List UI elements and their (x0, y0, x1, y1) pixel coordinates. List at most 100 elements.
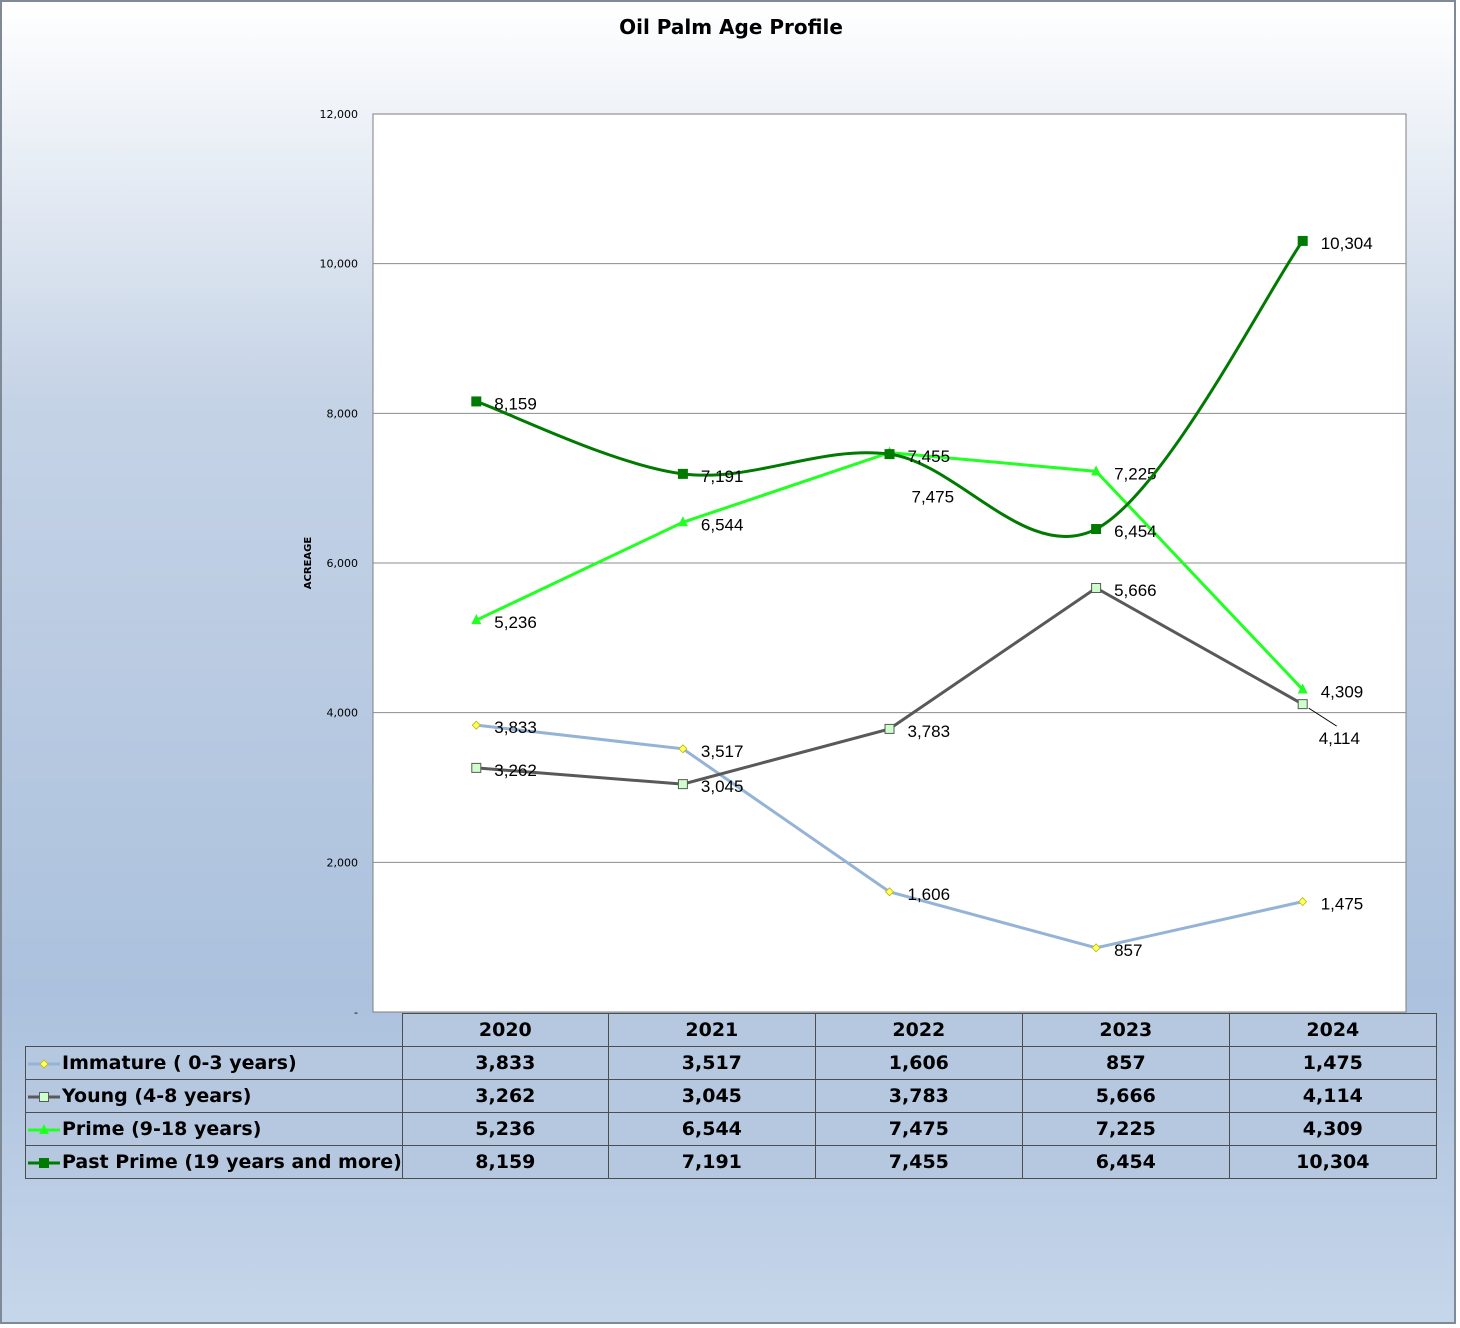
series-name: Prime (9-18 years) (62, 1118, 262, 1140)
table-corner (26, 1014, 403, 1047)
table-cell: 3,517 (607, 1046, 816, 1080)
series-name: Immature ( 0-3 years) (62, 1052, 297, 1074)
table-year-header: 2023 (1021, 1013, 1230, 1047)
y-tick-label: 10,000 (320, 258, 359, 271)
data-point (1091, 582, 1102, 593)
data-label: 6,454 (1114, 522, 1157, 541)
chart-title: Oil Palm Age Profile (619, 15, 843, 39)
table-cell: 5,666 (1021, 1079, 1230, 1113)
data-label: 3,262 (494, 761, 537, 780)
data-label: 3,783 (908, 722, 951, 741)
table-row: Young (4-8 years) 3,262 3,045 3,783 5,666 4,1… (25, 1079, 1437, 1113)
legend-key (28, 1058, 60, 1069)
table-cell: 6,454 (1021, 1145, 1230, 1179)
legend-key (28, 1157, 60, 1168)
data-point (471, 762, 482, 773)
table-year-header: 2020 (401, 1013, 609, 1047)
data-point (677, 468, 688, 479)
legend-key (28, 1091, 60, 1102)
data-point (1091, 524, 1102, 535)
y-tick-label: 2,000 (327, 856, 359, 869)
leader-line (1308, 707, 1337, 727)
y-tick-label: 4,000 (327, 707, 359, 720)
table-cell: 3,783 (814, 1079, 1023, 1113)
table-year-header: 2022 (814, 1013, 1023, 1047)
data-label: 4,309 (1321, 683, 1364, 702)
table-row: Prime (9-18 years) 5,236 6,544 7,475 7,225 4,… (25, 1112, 1437, 1146)
series-3: 8,159 7,191 7,455 6,454 10,304 (471, 234, 1373, 541)
data-label: 5,666 (1114, 581, 1157, 600)
data-point (1091, 943, 1101, 953)
table-cell: 1,475 (1228, 1046, 1437, 1080)
y-tick-label: 12,000 (320, 108, 359, 121)
data-label: 10,304 (1321, 234, 1373, 253)
series-name-cell: Immature ( 0-3 years) (25, 1046, 403, 1080)
data-label: 3,517 (701, 742, 744, 761)
data-label: 857 (1114, 941, 1142, 960)
gridlines (373, 263, 1406, 863)
data-label: 3,045 (701, 777, 744, 796)
data-point (471, 720, 481, 730)
series-1: 3,262 3,045 3,783 5,666 4,114 (471, 581, 1360, 796)
y-tick-label: 6,000 (327, 557, 359, 570)
series-layer: 3,833 3,517 1,606 857 1,475 3,262 3,045 3,783 5,… (471, 234, 1373, 960)
table-cell: 1,606 (814, 1046, 1023, 1080)
data-label: 6,544 (701, 515, 744, 534)
series-name-cell: Prime (9-18 years) (25, 1112, 403, 1146)
table-cell: 4,309 (1228, 1112, 1437, 1146)
y-axis-label: ACREAGE (303, 537, 314, 590)
data-label: 7,455 (908, 447, 951, 466)
data-point (1297, 699, 1308, 710)
data-point (1298, 897, 1308, 907)
series-name: Young (4-8 years) (62, 1085, 252, 1107)
table-cell: 8,159 (401, 1145, 609, 1179)
legend-key-marker (39, 1123, 49, 1134)
data-label: 7,475 (912, 488, 955, 507)
table-cell: 7,191 (607, 1145, 816, 1179)
data-label: 1,606 (908, 885, 951, 904)
table-cell: 3,833 (401, 1046, 609, 1080)
table-body: Immature ( 0-3 years) 3,833 3,517 1,606 857 1… (25, 1046, 1437, 1179)
data-point (884, 449, 895, 460)
data-label: 3,833 (494, 718, 537, 737)
table-cell: 857 (1021, 1046, 1230, 1080)
data-point (678, 744, 688, 754)
table-cell: 6,544 (607, 1112, 816, 1146)
y-axis-ticks: - 2,000 4,000 6,000 8,000 10,000 12,000 (320, 108, 359, 1019)
data-point (471, 396, 482, 407)
y-tick-label: - (354, 1006, 358, 1019)
table-year-header: 2021 (607, 1013, 816, 1047)
legend-key-marker (39, 1091, 49, 1102)
data-point (1091, 465, 1102, 476)
data-label: 7,191 (701, 467, 744, 486)
table-header-row: 2020 2021 2022 2023 2024 (26, 1013, 1437, 1047)
legend-key (28, 1123, 60, 1134)
series-0: 3,833 3,517 1,606 857 1,475 (471, 718, 1364, 960)
table-cell: 5,236 (401, 1112, 609, 1146)
table-cell: 4,114 (1228, 1079, 1437, 1113)
data-label: 1,475 (1321, 895, 1364, 914)
data-point (884, 723, 895, 734)
data-table: 2020 2021 2022 2023 2024 Immature ( 0-3 year… (25, 1013, 1437, 1179)
series-name: Past Prime (19 years and more) (62, 1151, 402, 1173)
table-cell: 3,262 (401, 1079, 609, 1113)
data-label: 5,236 (494, 613, 537, 632)
data-label: 7,225 (1114, 464, 1157, 483)
table-cell: 10,304 (1228, 1145, 1437, 1179)
data-point (677, 516, 688, 527)
series-line (475, 240, 1304, 538)
data-label: 8,159 (494, 394, 537, 413)
series-name-cell: Past Prime (19 years and more) (25, 1145, 403, 1179)
series-name-cell: Young (4-8 years) (25, 1079, 403, 1113)
data-label: 4,114 (1319, 729, 1360, 748)
data-point (1297, 683, 1308, 694)
data-point (1297, 235, 1308, 246)
data-point (471, 614, 482, 625)
table-row: Immature ( 0-3 years) 3,833 3,517 1,606 857 1… (25, 1046, 1437, 1080)
table-row: Past Prime (19 years and more) 8,159 7,191… (25, 1145, 1437, 1179)
legend-key-marker (39, 1157, 49, 1168)
table-cell: 3,045 (607, 1079, 816, 1113)
data-point (677, 779, 688, 790)
